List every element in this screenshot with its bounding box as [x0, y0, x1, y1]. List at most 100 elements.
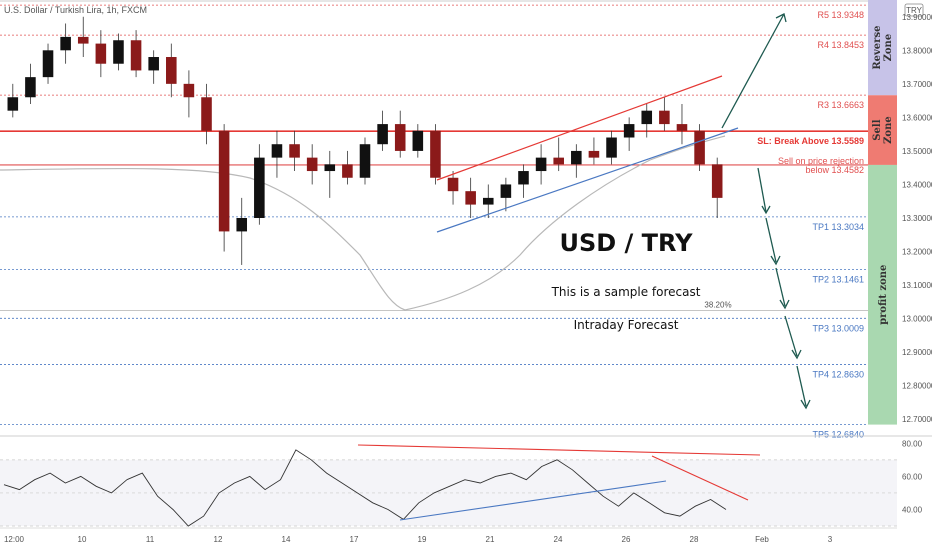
candle-body [7, 97, 19, 111]
price-tick-0: 13.90000 [902, 13, 932, 22]
price-tick-4: 13.50000 [902, 147, 932, 156]
candle-body [676, 124, 688, 131]
rsi-axis: 80.00 60.00 40.00 [902, 439, 923, 514]
time-tick-3: 12 [214, 535, 223, 544]
candle-body [95, 43, 107, 64]
entry-label-line1: Sell on price rejection [778, 156, 864, 166]
candle-body [571, 150, 582, 165]
candle-body [342, 164, 353, 178]
zone-label-line1: profit zone [878, 265, 889, 325]
time-tick-0: 12:00 [4, 535, 25, 544]
candle-body [148, 57, 159, 71]
zone-label-line2: Zone [883, 34, 894, 62]
rsi-line [3, 449, 727, 527]
rsi-downtrend-line [651, 455, 749, 501]
chart-title: U.S. Dollar / Turkish Lira, 1h, FXCM [4, 5, 147, 15]
price-tick-11: 12.80000 [902, 382, 932, 391]
price-tick-12: 12.70000 [902, 415, 932, 424]
level-label-6: TP3 13.0009 [812, 323, 864, 333]
zone-label-2: profit zone [878, 265, 889, 325]
zone-label-line1: Sell [872, 119, 883, 140]
currency-badge [904, 3, 924, 17]
zone-2 [868, 164, 897, 425]
price-tick-2: 13.70000 [902, 80, 932, 89]
time-tick-5: 17 [350, 535, 359, 544]
candle-body [659, 110, 670, 125]
price-tick-10: 12.90000 [902, 348, 932, 357]
time-tick-10: 28 [690, 535, 699, 544]
price-tick-1: 13.80000 [902, 46, 932, 55]
candles [7, 16, 723, 265]
candle-body [25, 77, 36, 98]
level-label-4: TP1 13.3034 [812, 222, 864, 232]
candle-body [694, 130, 705, 165]
candle-body [518, 171, 529, 185]
zone-label-line1: Reverse [872, 26, 883, 70]
time-tick-7: 21 [486, 535, 495, 544]
candle-body [465, 191, 476, 205]
rsi-support-line [399, 480, 667, 521]
candle-body [711, 164, 723, 198]
time-tick-9: 26 [622, 535, 631, 544]
candle-body [641, 110, 653, 125]
candle-body [430, 130, 441, 178]
level-label-3: SL: Break Above 13.5589 [757, 136, 864, 146]
time-tick-1: 10 [78, 535, 87, 544]
channel-upper-line [436, 75, 723, 181]
candle-body [271, 144, 283, 158]
price-tick-9: 13.00000 [902, 315, 932, 324]
price-tick-8: 13.10000 [902, 281, 932, 290]
level-label-2: R3 13.6663 [817, 100, 864, 110]
time-axis: 12:00 10 11 12 14 17 19 21 24 26 28 Feb 3 [4, 535, 833, 544]
price-axis: 13.90000 13.80000 13.70000 13.60000 13.50000… [902, 13, 932, 424]
zone-label-line2: Zone [883, 116, 894, 144]
candle-body [394, 124, 406, 151]
candle-body [447, 177, 459, 192]
candle-body [553, 157, 564, 165]
candle-body [306, 157, 318, 172]
candle-body [535, 157, 547, 172]
candle-body [500, 184, 512, 198]
candle-body [606, 137, 617, 158]
channel-lower-line [436, 127, 739, 233]
candle-body [130, 40, 142, 71]
price-tick-6: 13.30000 [902, 214, 932, 223]
candle-body [183, 83, 195, 98]
candle-body [254, 157, 265, 218]
time-tick-2: 11 [146, 535, 155, 544]
candle-body [359, 144, 371, 178]
time-tick-6: 19 [418, 535, 427, 544]
rsi-tick-1: 60.00 [902, 472, 923, 481]
candle-body [324, 164, 336, 172]
level-label-7: TP4 12.8630 [812, 370, 864, 380]
moving-average-line [0, 135, 726, 311]
candle-body [60, 36, 71, 51]
headline: USD / TRY [559, 229, 693, 257]
zone-0 [868, 0, 897, 96]
fib-labels: 50.00%38.20% [0, 0, 868, 311]
candle-body [623, 124, 635, 138]
level-label-8: TP5 12.6840 [812, 430, 864, 440]
note-sample-forecast: This is a sample forecast [551, 285, 701, 299]
price-tick-3: 13.60000 [902, 113, 932, 122]
price-levels: R5 13.9348 R4 13.8453 R3 13.6663 SL: Break … [0, 4, 868, 440]
candle-body [42, 50, 54, 78]
candle-body [289, 144, 300, 158]
candle-body [218, 130, 230, 232]
time-tick-4: 14 [282, 535, 291, 544]
time-tick-11: Feb [755, 535, 769, 544]
candle-body [166, 57, 177, 84]
entry-label-line2: below 13.4582 [805, 165, 864, 175]
candle-body [412, 130, 424, 151]
level-label-5: TP2 13.1461 [812, 275, 864, 285]
level-label-0: R5 13.9348 [817, 10, 864, 20]
zone-label-1: Sell Zone [872, 116, 894, 144]
time-tick-12: 3 [828, 535, 833, 544]
candle-body [201, 97, 212, 131]
level-label-1: R4 13.8453 [817, 40, 864, 50]
currency-badge-label: TRY [906, 6, 923, 15]
fib-label-1: 38.20% [704, 301, 731, 310]
candle-body [482, 197, 494, 205]
price-tick-5: 13.40000 [902, 180, 932, 189]
